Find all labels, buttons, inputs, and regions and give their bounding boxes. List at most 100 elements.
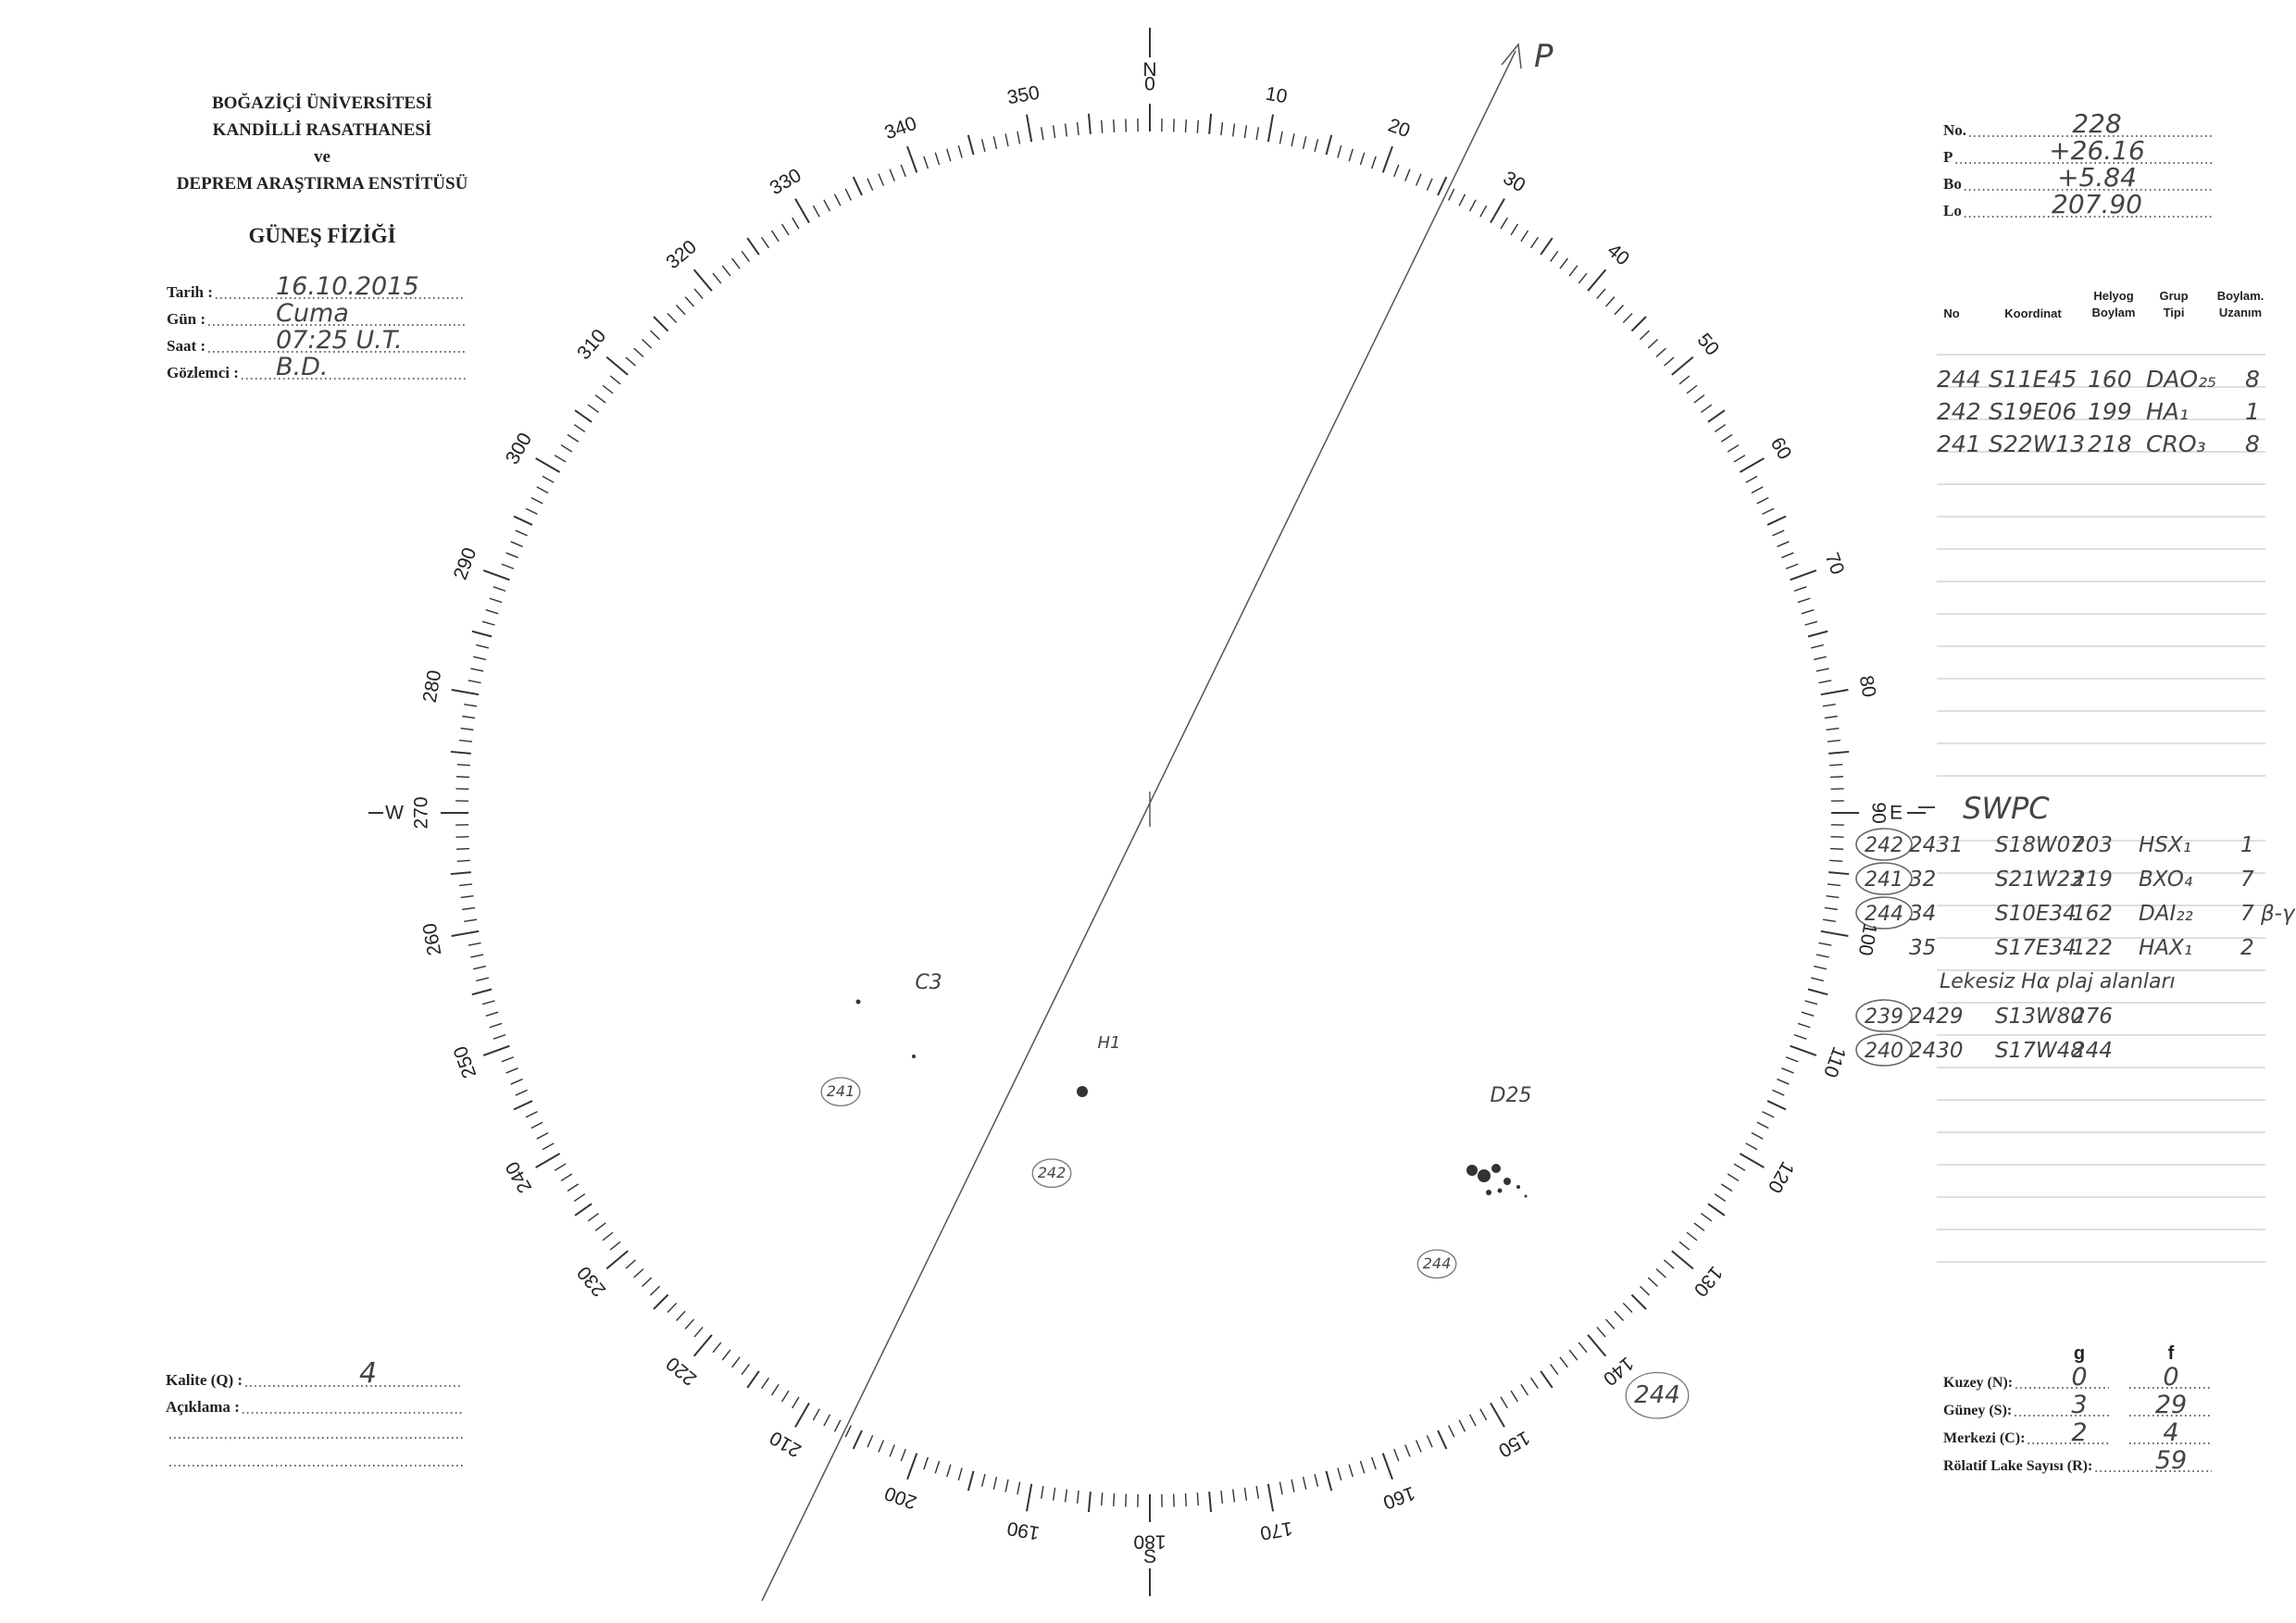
dial-tick xyxy=(476,977,490,982)
dial-tick xyxy=(1587,1334,1607,1357)
dial-label: 270 xyxy=(411,796,432,829)
circled-group xyxy=(1855,1033,1913,1067)
dial-tick xyxy=(1540,237,1554,256)
cardinal-south: S xyxy=(1143,1546,1156,1567)
swpc-circled-number: 240 xyxy=(1865,1040,1903,1063)
dial-tick xyxy=(481,1000,495,1005)
sunspot xyxy=(1516,1185,1520,1189)
dial-tick xyxy=(1550,250,1559,262)
dial-tick xyxy=(1766,515,1787,526)
swpc-cell: 244 xyxy=(2072,1039,2113,1063)
dial-tick xyxy=(1325,1470,1333,1492)
dial-label: 180 xyxy=(1133,1530,1166,1552)
swpc-cell: 219 xyxy=(2072,868,2113,892)
dial-tick xyxy=(1448,1425,1455,1438)
dial-tick xyxy=(1810,643,1824,649)
dial-tick xyxy=(1437,1429,1448,1450)
dial-tick xyxy=(459,739,473,743)
sunspot xyxy=(1466,1165,1478,1176)
dial-tick xyxy=(587,404,599,413)
dial-tick xyxy=(1100,1492,1104,1506)
dial-tick xyxy=(633,347,644,358)
dial-tick xyxy=(1762,507,1775,515)
count-f: 0 xyxy=(2163,1363,2178,1392)
dial-label: 0 xyxy=(1144,74,1155,95)
count-column: g xyxy=(2074,1343,2085,1364)
sketch-circle xyxy=(1416,1249,1457,1280)
dial-tick xyxy=(1822,918,1836,923)
table-cell: 218 xyxy=(2088,431,2132,457)
dial-tick xyxy=(1678,375,1691,385)
dial-tick xyxy=(513,515,533,526)
table-cell: 8 xyxy=(2245,366,2260,393)
dial-tick xyxy=(1064,123,1067,137)
count-g: 2 xyxy=(2071,1418,2087,1447)
sunspot xyxy=(1478,1169,1491,1182)
dial-tick xyxy=(1686,384,1698,394)
dial-tick xyxy=(906,1453,918,1480)
dial-tick xyxy=(505,1067,518,1074)
dial-tick xyxy=(464,703,478,707)
dial-tick xyxy=(1426,178,1433,191)
swpc-circled-number: 242 xyxy=(1865,834,1903,857)
dial-tick xyxy=(602,384,614,394)
swpc-cell: S13W80 xyxy=(1995,1005,2084,1029)
dial-tick xyxy=(1822,703,1836,707)
dial-tick xyxy=(1404,1444,1411,1457)
count-f: 29 xyxy=(2155,1391,2187,1419)
dial-tick xyxy=(1415,173,1422,186)
parameter-label: Lo xyxy=(1943,202,1962,219)
dial-tick xyxy=(1087,1492,1092,1513)
dial-tick xyxy=(1828,750,1850,755)
dial-tick xyxy=(1772,530,1785,537)
count-label: Güney (S): xyxy=(1943,1403,2012,1418)
dial-tick xyxy=(1267,114,1274,143)
dial-tick xyxy=(770,230,780,243)
dial-tick xyxy=(1733,455,1746,463)
dial-tick xyxy=(1745,1142,1758,1151)
dial-tick xyxy=(1727,443,1740,453)
dial-tick xyxy=(967,134,975,156)
dial-tick xyxy=(1540,1370,1554,1389)
dial-tick xyxy=(1756,1121,1769,1130)
dial-tick xyxy=(1701,1213,1713,1222)
swpc-cell: S18W07 xyxy=(1995,833,2084,857)
dial-tick xyxy=(489,1022,503,1029)
column-header: Koordinat xyxy=(2004,306,2062,320)
swpc-cell: 1 xyxy=(2240,833,2254,857)
dial-tick xyxy=(625,356,636,367)
parameter-label: Bo xyxy=(1943,175,1962,193)
dial-tick xyxy=(459,883,473,887)
dial-tick xyxy=(1255,1485,1260,1499)
circled-group xyxy=(1855,828,1913,861)
dial-tick xyxy=(1827,739,1841,743)
dial-tick xyxy=(1614,1310,1625,1321)
dial-tick xyxy=(1655,347,1666,358)
dial-tick xyxy=(1302,1476,1307,1490)
dial-tick xyxy=(1714,1192,1727,1202)
dial-tick xyxy=(1829,763,1843,767)
dial-tick xyxy=(1797,1022,1811,1029)
dial-tick xyxy=(1714,424,1727,433)
cardinal-west: W xyxy=(385,803,404,824)
dial-tick xyxy=(746,237,760,256)
dial-tick xyxy=(1026,114,1033,143)
dial-tick xyxy=(1404,169,1411,181)
dial-tick xyxy=(1693,1222,1705,1231)
dial-tick xyxy=(684,296,695,307)
field-label: Gözlemci : xyxy=(167,364,239,381)
dial-tick xyxy=(1739,1153,1765,1168)
sketch-circle xyxy=(1625,1371,1690,1419)
dial-tick xyxy=(792,1396,800,1409)
dial-tick xyxy=(1720,433,1733,443)
dial-tick xyxy=(493,1033,506,1040)
dial-tick xyxy=(1255,127,1260,141)
dial-tick xyxy=(451,689,480,696)
dial-tick xyxy=(462,906,476,911)
parameter-label: No. xyxy=(1943,121,1966,139)
dial-tick xyxy=(1827,883,1841,887)
dial-tick xyxy=(889,169,895,181)
table-cell: CRO₃ xyxy=(2146,431,2206,457)
dial-tick xyxy=(957,144,963,158)
dial-tick xyxy=(1348,148,1354,162)
